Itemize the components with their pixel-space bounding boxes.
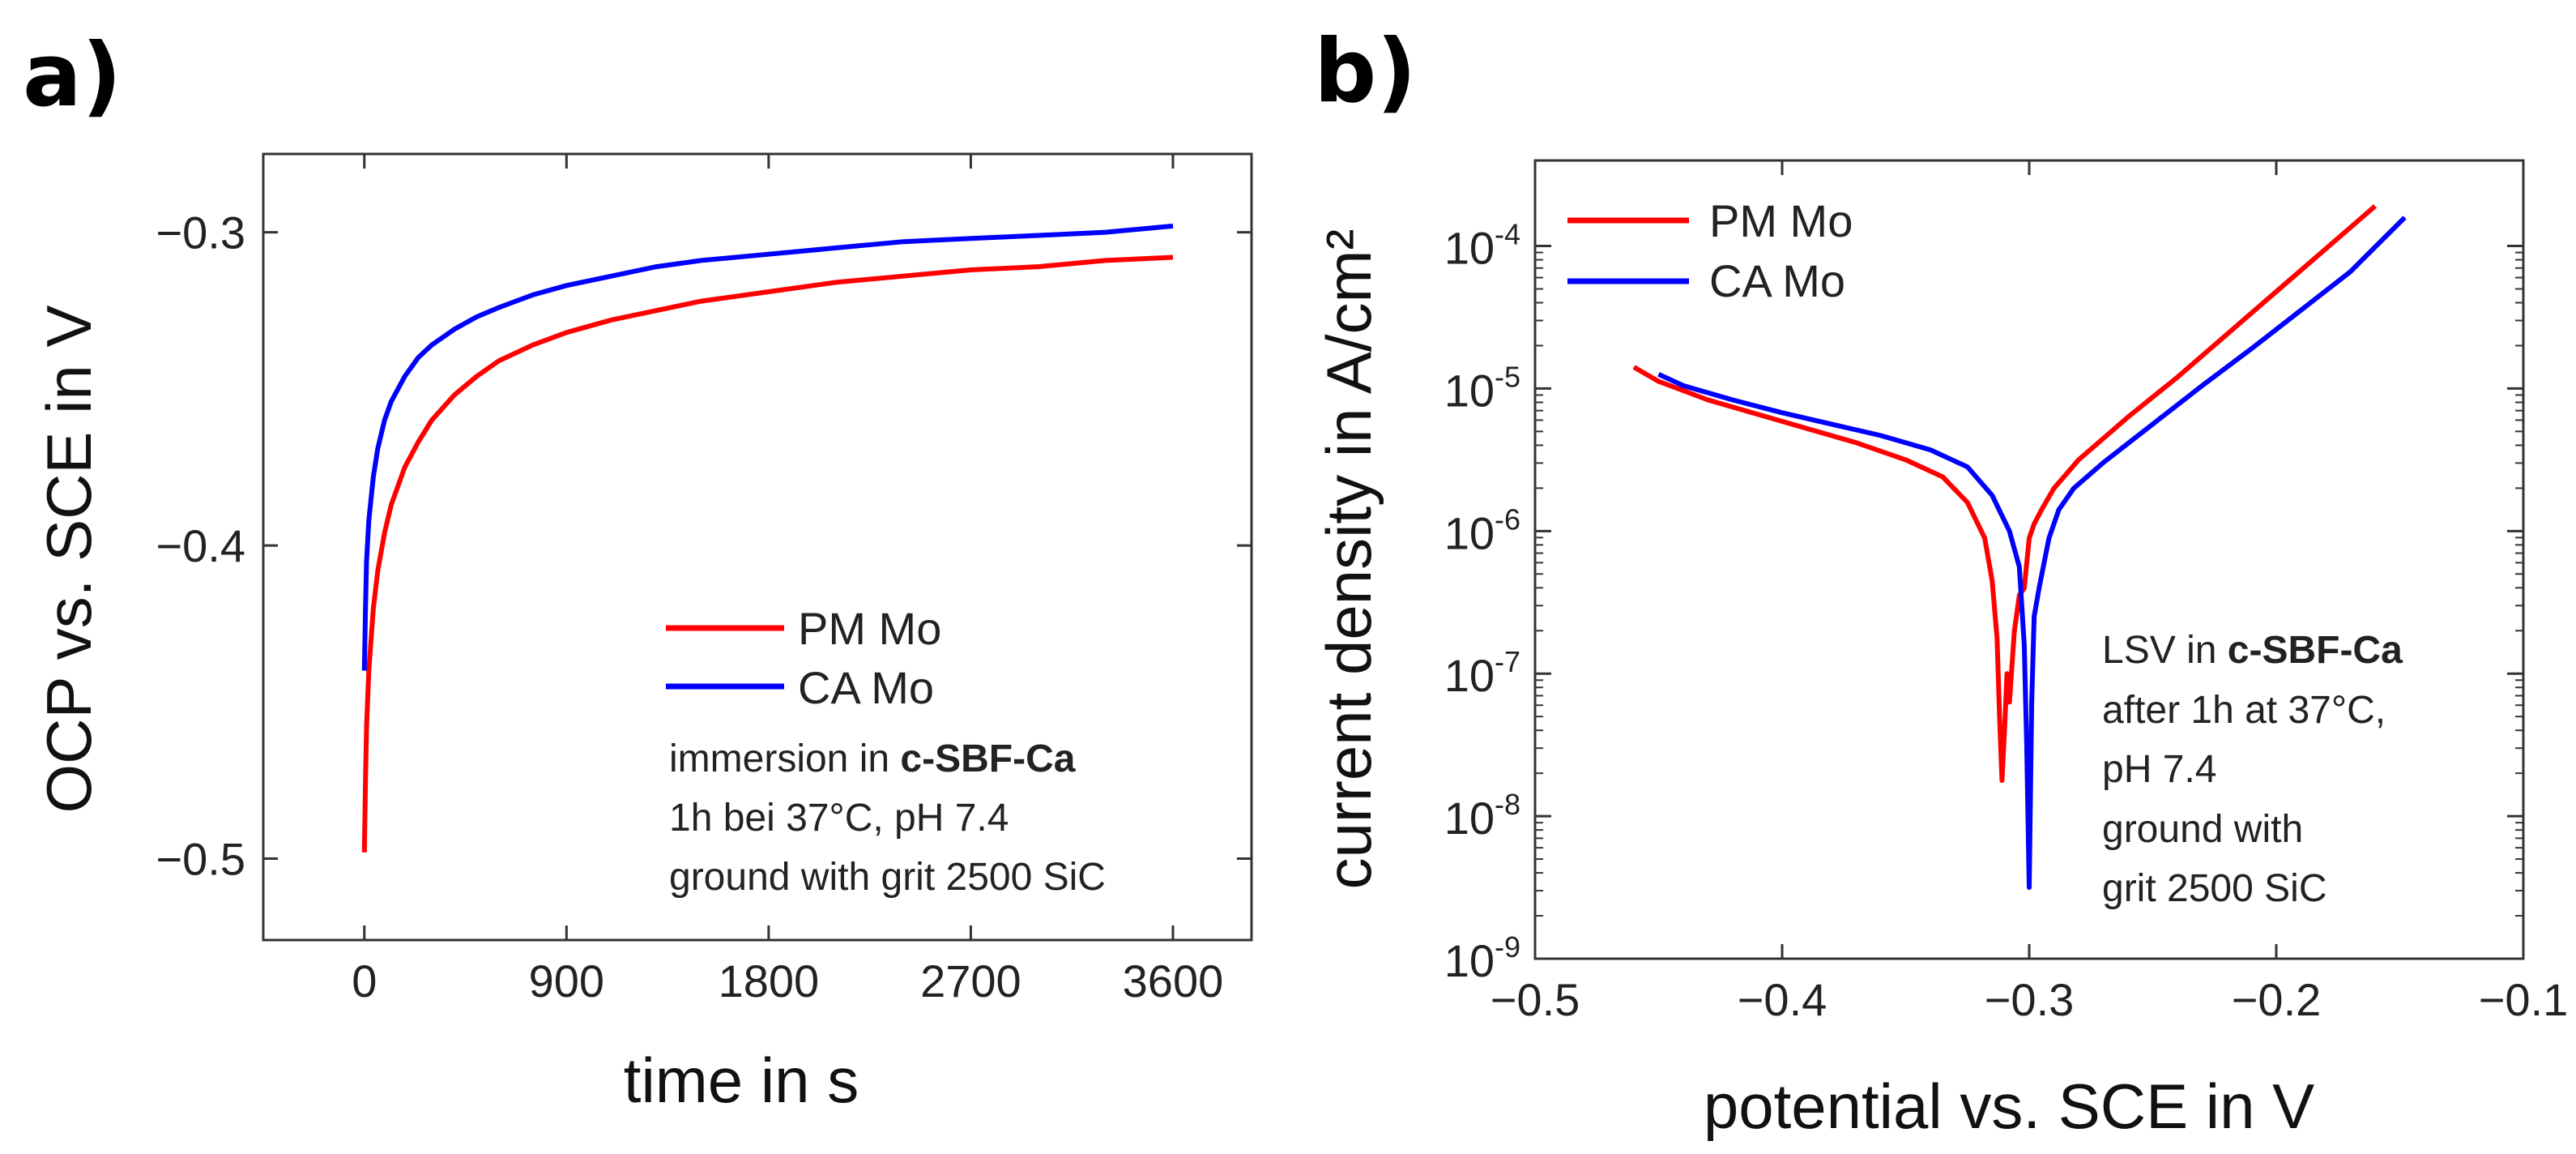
panel-b-x-ticks: −0.5 −0.4 −0.3 −0.2 −0.1 [1491, 160, 2569, 1025]
panel-a-annotation-line-3: ground with grit 2500 SiC [669, 856, 1106, 899]
panel-a-y-ticks: −0.3 −0.4 −0.5 [156, 207, 1252, 885]
panel-b-annotation-1-normal: LSV in [2102, 629, 2228, 672]
panel-b-x-axis-label: potential vs. SCE in V [1704, 1071, 2314, 1142]
panel-b-legend-label-ca-mo: CA Mo [1709, 255, 1845, 306]
panel-a-annotation-1-normal: immersion in [669, 737, 900, 780]
panel-a-y-tick-label: −0.4 [156, 520, 245, 571]
panel-a-annotation-line-1: immersion in c-SBF-Ca [669, 737, 1076, 780]
panel-b-annotation-line-3: pH 7.4 [2102, 748, 2216, 791]
panel-b-y-tick-label: 10-6 [1444, 502, 1520, 558]
panel-b: b) −0.5 −0.4 −0.3 −0.2 −0.1 10-9 10-8 10-7 10-6… [1313, 21, 2568, 1142]
panel-b-x-tick-label: −0.4 [1738, 974, 1828, 1025]
panel-b-x-tick-label: −0.5 [1491, 974, 1580, 1025]
panel-b-y-ticks: 10-9 10-8 10-7 10-6 10-5 10-4 [1444, 218, 2523, 986]
panel-a-label: a) [23, 25, 122, 126]
panel-a-y-tick-label: −0.3 [156, 207, 245, 259]
panel-a-annotation-1-bold: c-SBF-Ca [900, 737, 1075, 780]
panel-b-y-tick-label: 10-7 [1444, 645, 1520, 701]
panel-a-series-ca-mo [361, 223, 1174, 671]
panel-b-x-tick-label: −0.1 [2479, 974, 2569, 1025]
panel-a-x-tick-label: 0 [352, 955, 377, 1007]
panel-b-annotation-line-2: after 1h at 37°C, [2102, 689, 2386, 732]
panel-b-legend-label-pm-mo: PM Mo [1709, 195, 1853, 246]
panel-b-label: b) [1314, 21, 1417, 122]
panel-a-plot-frame [262, 152, 1253, 942]
panel-b-y-tick-label: 10-4 [1444, 218, 1520, 274]
panel-b-y-tick-label: 10-9 [1444, 930, 1520, 986]
panel-a-x-ticks: 0 900 1800 2700 3600 [352, 154, 1223, 1007]
panel-a-x-tick-label: 1800 [719, 955, 820, 1007]
panel-b-y-tick-label: 10-8 [1444, 788, 1520, 844]
panel-a-series-pm-mo [361, 254, 1174, 853]
panel-a-annotation-line-2: 1h bei 37°C, pH 7.4 [669, 797, 1009, 840]
panel-b-y-axis-label: current density in A/cm² [1313, 229, 1384, 890]
panel-b-series [1632, 204, 2407, 891]
panel-a-y-axis-label: OCP vs. SCE in V [33, 305, 104, 813]
panel-b-annotation-1-bold: c-SBF-Ca [2228, 629, 2403, 672]
panel-a-x-tick-label: 900 [529, 955, 604, 1007]
panel-b-annotation-line-4: ground with [2102, 808, 2303, 851]
panel-a-legend-label-pm-mo: PM Mo [798, 603, 941, 654]
panel-b-x-tick-label: −0.2 [2232, 974, 2322, 1025]
panel-b-series-pm-mo [1632, 204, 2377, 784]
panel-a-y-tick-label: −0.5 [156, 834, 245, 885]
panel-a-series [361, 223, 1174, 853]
panel-a: a) 0 900 1800 2700 3600 −0.3 −0.4 −0.5 time in… [23, 25, 1253, 1116]
panel-a-x-axis-label: time in s [624, 1045, 859, 1116]
panel-b-y-tick-label: 10-5 [1444, 360, 1520, 416]
panel-b-series-ca-mo [1657, 216, 2407, 891]
panel-a-x-tick-label: 3600 [1123, 955, 1224, 1007]
panel-b-annotation-line-1: LSV in c-SBF-Ca [2102, 629, 2403, 672]
panel-a-legend-label-ca-mo: CA Mo [798, 662, 934, 713]
panel-b-x-tick-label: −0.3 [1985, 974, 2075, 1025]
panel-a-x-tick-label: 2700 [920, 955, 1021, 1007]
panel-b-annotation-line-5: grit 2500 SiC [2102, 867, 2327, 910]
